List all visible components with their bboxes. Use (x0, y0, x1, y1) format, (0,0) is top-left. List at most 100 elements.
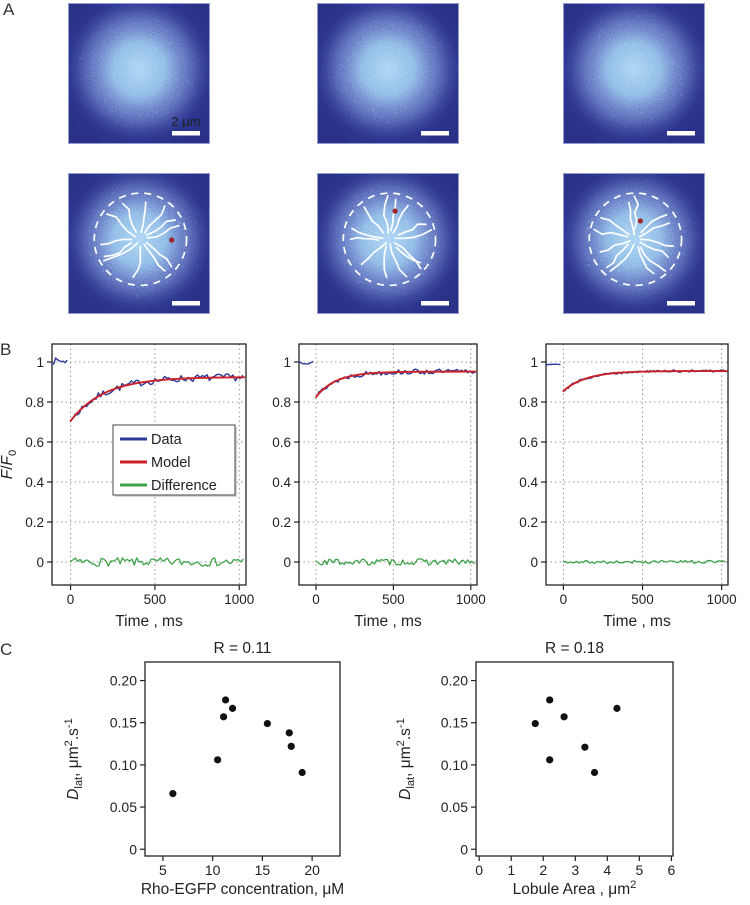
scale-bar-label: 2 μm (171, 114, 200, 129)
lobule-boundary-line (606, 243, 629, 269)
lobule-boundary-line (395, 246, 421, 264)
frap3-ytick: 0.4 (519, 475, 538, 490)
scatter1-xlabel: Rho-EGFP concentration, μM (141, 881, 344, 898)
lobule-boundary-line (600, 217, 630, 236)
frap3-xtick: 1000 (707, 592, 737, 607)
scatter1-data-point (169, 789, 177, 798)
frap2-data-line (298, 361, 314, 365)
frap1-xtick: 0 (67, 592, 75, 607)
scatter2-plot: 0 1 2 3 4 5 6 0 0.05 0.10 0.15 0.20 Lobule Area , μm… (395, 640, 675, 898)
lobule-boundary-line (106, 213, 137, 238)
frap2-xtick: 500 (382, 592, 405, 607)
scatter2-xtick: 6 (667, 862, 675, 878)
scatter1-xtick: 20 (304, 862, 320, 878)
legend-label-data: Data (151, 432, 183, 448)
bleach-spot-marker (637, 218, 643, 224)
lobule-boundary-line (593, 228, 629, 238)
scatter1-data-point (298, 768, 306, 777)
scatter2-data-point (531, 719, 539, 728)
lobule-boundary-line (639, 241, 669, 258)
scatter2-xtick: 0 (475, 862, 483, 878)
frap1-model-line (69, 376, 246, 422)
lobule-boundary-line (146, 224, 180, 239)
lobule-boundary-line (638, 222, 670, 238)
scatter2-ytick: 0 (460, 841, 468, 857)
scatter1-ytick: 0.15 (110, 715, 137, 731)
droplet-outline-dashed (588, 192, 683, 287)
scatter2-xtick: 4 (603, 862, 611, 878)
droplet-outline-dashed (342, 192, 437, 287)
panel-a-label: A (3, 0, 15, 19)
scatter1-xtick: 10 (205, 862, 221, 878)
scatter2-xtick: 3 (571, 862, 579, 878)
frap2-ytick: 0.6 (272, 435, 291, 450)
scatter2-xtick: 5 (635, 862, 643, 878)
frap1-legend: Data Model Difference (112, 424, 237, 497)
droplet-1: 2 μm (68, 3, 210, 144)
frap1-data-line (51, 357, 68, 365)
frap2-ytick: 0 (283, 555, 291, 570)
speckle-texture (574, 173, 697, 306)
lobule-boundary-line (103, 242, 139, 262)
lobule-boundary-line (392, 204, 409, 234)
frap1-xlabel: Time , ms (115, 613, 183, 630)
scatter1-ylabel: Dlat, μm2.s-1 (63, 718, 85, 800)
frap3-xtick: 500 (631, 592, 654, 607)
legend-label-difference: Difference (151, 478, 217, 494)
scatter1-xtick: 15 (255, 862, 271, 878)
frap1-ylabel: F/F0 (0, 450, 19, 479)
frap3-ytick: 0.2 (519, 515, 538, 530)
droplet-2-segmented (317, 173, 459, 314)
scale-bar (667, 131, 695, 136)
scatter1-plot: 5 10 15 20 0 0.05 0.10 0.15 0.20 Rho-EGFP concent… (63, 640, 344, 898)
frap3-xtick: 0 (560, 592, 568, 607)
lobule-boundary-line (599, 240, 631, 253)
frap1-xtick: 500 (144, 592, 167, 607)
scatter1-data-point (263, 719, 271, 728)
scatter1-data-point (287, 742, 295, 750)
frap1-ytick: 0.2 (25, 515, 44, 530)
scatter1-ytick: 0.05 (110, 799, 137, 815)
scatter1-ytick: 0.10 (110, 757, 137, 773)
lobule-boundary-line (397, 223, 427, 236)
droplet-2 (317, 3, 459, 144)
lobule-annotations (588, 192, 683, 287)
frap1-xtick: 1000 (224, 592, 254, 607)
scatter1-ytick: 0 (129, 841, 137, 857)
lobule-boundary-line (121, 202, 138, 234)
scatter2-ytick: 0.15 (441, 715, 468, 731)
frap3-ytick: 0 (530, 555, 538, 570)
lobule-boundary-line (103, 242, 133, 258)
scatter2-data-point (546, 696, 554, 704)
frap2-model-line (315, 370, 477, 398)
scatter2-frame (475, 661, 674, 857)
scatter1-data-point (228, 704, 237, 712)
frap1-ytick: 0.8 (25, 395, 44, 410)
frap3-model-line (562, 370, 728, 392)
frap2-ytick: 1 (283, 355, 291, 370)
scatter2-title: R = 0.18 (545, 640, 604, 657)
lobule-boundary-line (637, 246, 655, 275)
scatter2-ylabel: Dlat, μm2.s-1 (395, 718, 417, 800)
scale-bar (667, 301, 695, 306)
lobule-boundary-line (351, 227, 384, 240)
scale-bar (421, 301, 449, 306)
speckle-texture (74, 5, 203, 129)
frap2-ytick: 0.4 (272, 475, 291, 490)
lobule-boundary-line (143, 243, 166, 272)
scatter2-xtick: 2 (539, 862, 547, 878)
lobule-boundary-line (145, 241, 173, 268)
panel-b-label: B (0, 340, 12, 359)
frap1-frame (51, 343, 247, 586)
scale-bar (172, 301, 200, 306)
scatter2-data-point (590, 768, 599, 777)
scatter1-frame (144, 661, 341, 857)
lobule-boundary-line (628, 201, 636, 236)
scatter1-ytick: 0.20 (110, 673, 137, 689)
scatter2-data-point (546, 756, 554, 764)
frap3-xlabel: Time , ms (603, 613, 671, 630)
speckle-texture (568, 6, 699, 129)
frap2-plot: 0 500 1000 0 0.2 0.4 0.6 0.8 1 Time , ms (272, 343, 486, 630)
lobule-boundary-line (394, 242, 422, 270)
